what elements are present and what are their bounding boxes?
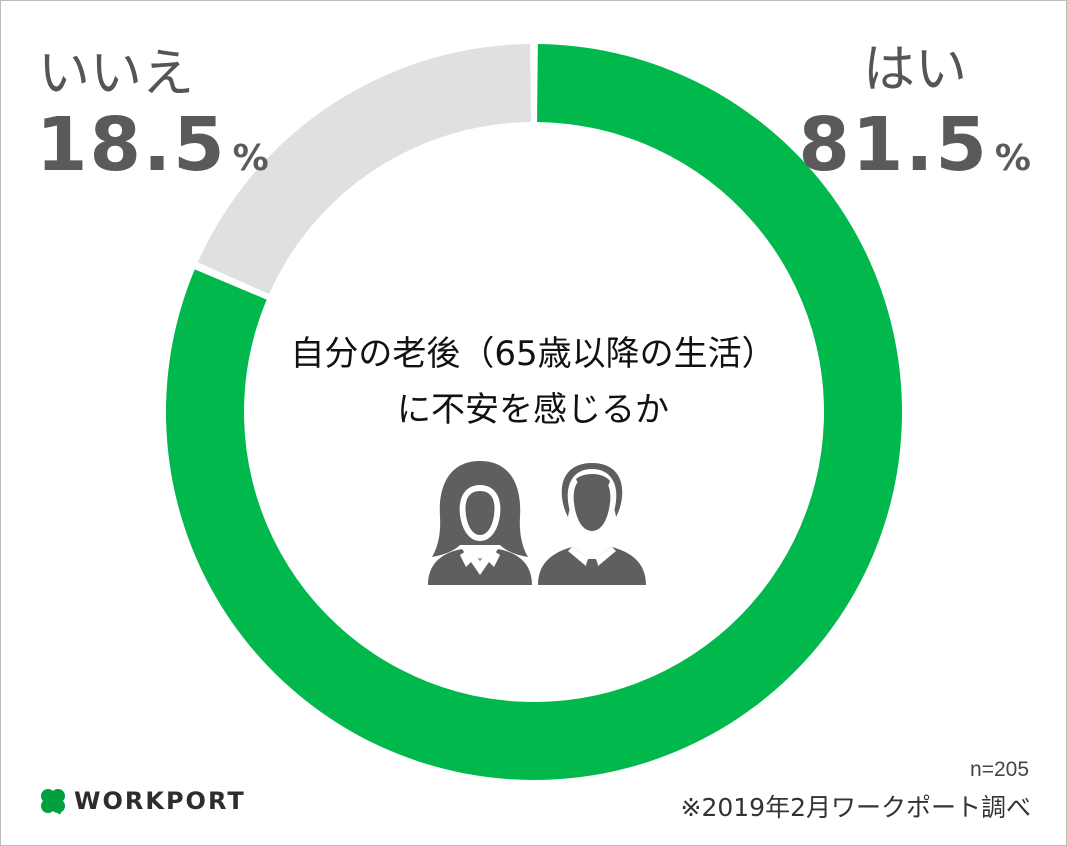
yes-category-label: はい [862, 40, 967, 100]
no-value-number: 18.5 [36, 102, 227, 188]
chart-title-line-1: 自分の老後（65歳以降の生活） [290, 334, 776, 374]
no-value-unit: % [232, 138, 269, 179]
yes-value-label: 81.5% [798, 108, 1031, 182]
clover-icon [41, 789, 65, 815]
source-note: ※2019年2月ワークポート調べ [680, 793, 1031, 822]
chart-title-line-2: に不安を感じるか [397, 390, 669, 430]
yes-value-unit: % [994, 138, 1031, 179]
people-illustration [428, 461, 646, 585]
donut-slice-no [197, 44, 531, 295]
no-category-label: いいえ [38, 44, 195, 104]
chart-title: 自分の老後（65歳以降の生活） に不安を感じるか [240, 326, 826, 438]
yes-value-number: 81.5 [798, 102, 989, 188]
workport-logo: WORKPORT [38, 786, 246, 816]
no-value-label: 18.5% [36, 108, 269, 182]
logo-text: WORKPORT [74, 787, 246, 815]
sample-size-note: n=205 [970, 758, 1029, 781]
man-silhouette-icon [538, 463, 646, 585]
woman-silhouette-icon [428, 461, 532, 585]
